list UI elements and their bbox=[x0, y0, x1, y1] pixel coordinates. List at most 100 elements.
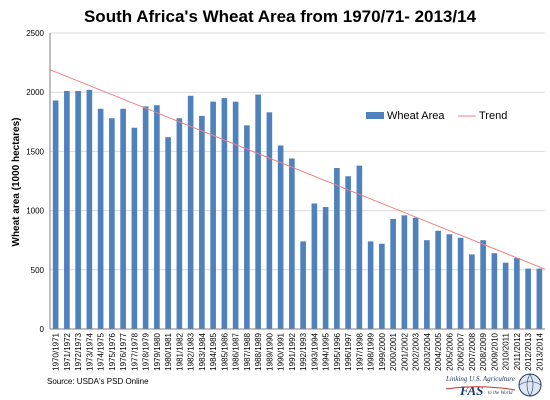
x-tick-label: 1992/1993 bbox=[299, 332, 308, 370]
x-tick-label: 1980/1981 bbox=[164, 332, 173, 370]
bar-wheat-area bbox=[457, 237, 464, 329]
bar-wheat-area bbox=[536, 268, 543, 329]
x-tick-label: 2002/2003 bbox=[412, 332, 421, 370]
bar-wheat-area bbox=[199, 115, 205, 329]
x-tick-label: 1982/1983 bbox=[187, 332, 196, 370]
legend-label-wheat-area: Wheat Area bbox=[387, 110, 445, 122]
bar-wheat-area bbox=[221, 98, 228, 330]
y-tick-label: 2500 bbox=[26, 29, 44, 38]
bar-wheat-area bbox=[86, 89, 93, 329]
bar-wheat-area bbox=[300, 241, 306, 329]
bar-wheat-area bbox=[469, 254, 475, 329]
x-tick-label: 1995/1996 bbox=[333, 332, 342, 370]
legend-swatch-wheat-area bbox=[366, 112, 384, 119]
bar-wheat-area bbox=[289, 158, 295, 329]
x-tick-label: 1986/1987 bbox=[232, 332, 241, 370]
x-tick-label: 2001/2002 bbox=[400, 332, 409, 370]
x-tick-label: 2004/2005 bbox=[434, 332, 443, 370]
bar-wheat-area bbox=[311, 203, 318, 329]
bar-wheat-area bbox=[154, 105, 160, 329]
x-tick-label: 1976/1977 bbox=[119, 332, 128, 370]
globe-icon bbox=[518, 373, 542, 397]
bar-wheat-area bbox=[356, 165, 363, 329]
x-tick-label: 1974/1975 bbox=[97, 332, 106, 370]
bar-wheat-area bbox=[255, 94, 261, 330]
trend-series bbox=[49, 69, 546, 270]
x-tick-label: 2005/2006 bbox=[445, 332, 454, 370]
bar-wheat-area bbox=[232, 101, 239, 329]
x-tick-label: 2012/2013 bbox=[524, 332, 533, 370]
logo-tagline: Linking U.S. Agriculture bbox=[445, 375, 515, 383]
y-tick-label: 1500 bbox=[26, 147, 44, 156]
x-tick-label: 1990/1991 bbox=[277, 332, 286, 370]
bar-wheat-area bbox=[345, 176, 351, 329]
x-tick-label: 1984/1985 bbox=[209, 332, 218, 370]
x-tick-label: 2011/2012 bbox=[513, 332, 522, 370]
x-tick-label: 2003/2004 bbox=[423, 332, 432, 370]
fas-logo: Linking U.S. Agriculture FAS to the Worl… bbox=[445, 373, 542, 398]
bar-wheat-area bbox=[165, 137, 171, 329]
bar-wheat-area bbox=[424, 240, 430, 329]
x-tick-label: 1970/1971 bbox=[52, 332, 61, 370]
bar-series bbox=[52, 89, 543, 330]
x-tick-label: 1989/1990 bbox=[265, 332, 274, 370]
bar-wheat-area bbox=[266, 112, 273, 329]
x-tick-label: 2008/2009 bbox=[479, 332, 488, 370]
x-tick-label: 1991/1992 bbox=[288, 332, 297, 370]
x-tick-label: 1975/1976 bbox=[108, 332, 117, 370]
x-tick-label: 2010/2011 bbox=[502, 332, 511, 370]
x-axis-ticks: 1970/1971 1971/1972 1972/1973 1973/1974 1974… bbox=[52, 332, 545, 370]
x-tick-label: 1998/1999 bbox=[367, 332, 376, 370]
x-tick-label: 1999/2000 bbox=[378, 332, 387, 370]
y-tick-label: 1000 bbox=[26, 207, 44, 216]
source-note: Source: USDA's PSD Online bbox=[47, 377, 149, 386]
bar-wheat-area bbox=[390, 218, 396, 329]
bar-wheat-area bbox=[525, 268, 531, 329]
bar-wheat-area bbox=[109, 118, 115, 329]
x-tick-label: 1977/1978 bbox=[130, 332, 139, 370]
y-axis-label: Wheat area (1000 hectares) bbox=[11, 118, 22, 247]
bar-wheat-area bbox=[502, 262, 509, 329]
x-tick-label: 1987/1988 bbox=[243, 332, 252, 370]
logo-fas-text: FAS bbox=[459, 383, 483, 398]
x-tick-label: 2013/2014 bbox=[535, 332, 544, 370]
bar-wheat-area bbox=[334, 167, 340, 329]
trend-line bbox=[49, 69, 546, 270]
x-tick-label: 1983/1984 bbox=[198, 332, 207, 370]
bar-wheat-area bbox=[446, 234, 453, 329]
bar-wheat-area bbox=[97, 108, 104, 329]
x-tick-label: 1994/1995 bbox=[322, 332, 331, 370]
bar-wheat-area bbox=[142, 106, 149, 330]
x-tick-label: 1971/1972 bbox=[63, 332, 72, 370]
x-tick-label: 2007/2008 bbox=[468, 332, 477, 370]
bar-wheat-area bbox=[176, 118, 183, 329]
legend-label-trend: Trend bbox=[479, 110, 507, 122]
bar-wheat-area bbox=[367, 241, 374, 329]
x-tick-label: 2000/2001 bbox=[389, 332, 398, 370]
legend: Wheat Area Trend bbox=[366, 110, 507, 122]
chart-title: South Africa's Wheat Area from 1970/71- … bbox=[84, 7, 477, 26]
x-tick-label: 2009/2010 bbox=[490, 332, 499, 370]
bar-wheat-area bbox=[210, 101, 216, 329]
bar-wheat-area bbox=[187, 95, 194, 329]
bar-wheat-area bbox=[277, 145, 284, 329]
x-tick-label: 1979/1980 bbox=[153, 332, 162, 370]
logo-swoosh bbox=[445, 386, 516, 391]
x-tick-label: 1997/1998 bbox=[355, 332, 364, 370]
bar-wheat-area bbox=[75, 91, 81, 330]
y-tick-label: 500 bbox=[31, 266, 45, 275]
x-tick-label: 1981/1982 bbox=[175, 332, 184, 370]
y-tick-label: 2000 bbox=[26, 88, 44, 97]
bar-wheat-area bbox=[480, 240, 486, 329]
bar-wheat-area bbox=[131, 127, 138, 329]
bar-wheat-area bbox=[435, 230, 441, 329]
x-tick-label: 1973/1974 bbox=[85, 332, 94, 370]
x-tick-label: 1993/1994 bbox=[310, 332, 319, 370]
x-tick-label: 1972/1973 bbox=[74, 332, 83, 370]
x-tick-label: 1988/1989 bbox=[254, 332, 263, 370]
bar-wheat-area bbox=[322, 207, 329, 329]
x-tick-label: 1985/1986 bbox=[220, 332, 229, 370]
bar-wheat-area bbox=[52, 100, 59, 329]
bar-wheat-area bbox=[401, 215, 408, 329]
